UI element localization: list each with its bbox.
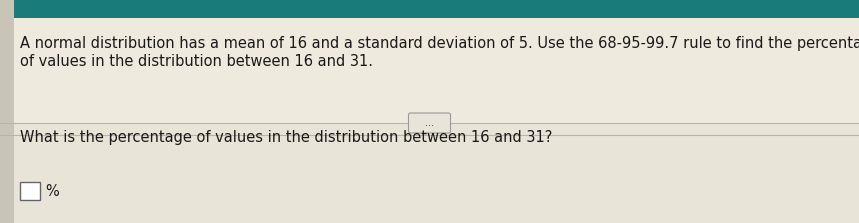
FancyBboxPatch shape: [20, 182, 40, 200]
Text: %: %: [45, 184, 58, 198]
Bar: [0, 123, 859, 223]
Text: of values in the distribution between 16 and 31.: of values in the distribution between 16…: [20, 54, 373, 69]
Bar: [0, 0, 14, 223]
Bar: [0, 0, 859, 18]
Text: What is the percentage of values in the distribution between 16 and 31?: What is the percentage of values in the …: [20, 130, 552, 145]
Bar: [0, 18, 859, 123]
FancyBboxPatch shape: [409, 113, 450, 133]
Text: ...: ...: [425, 118, 434, 128]
Text: A normal distribution has a mean of 16 and a standard deviation of 5. Use the 68: A normal distribution has a mean of 16 a…: [20, 36, 859, 51]
